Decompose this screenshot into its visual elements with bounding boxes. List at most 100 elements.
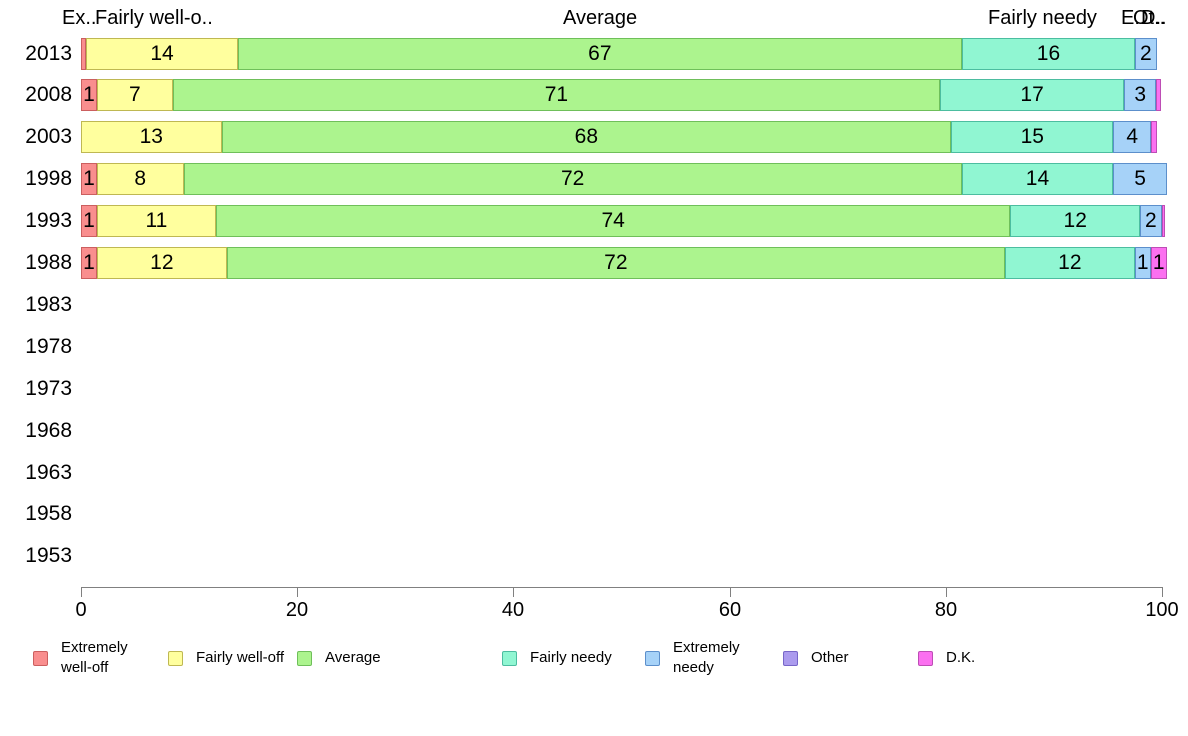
bar-segment[interactable]: 1	[81, 205, 97, 238]
y-axis-year-label: 2008	[25, 83, 72, 107]
series-header-label: E..	[1121, 7, 1146, 29]
legend-label: Fairly well-off	[196, 649, 285, 666]
bar-segment[interactable]: 17	[940, 79, 1124, 112]
bar-segment[interactable]: 4	[1113, 121, 1152, 154]
bar-value-label: 13	[139, 125, 163, 149]
bar-segment[interactable]: 12	[97, 247, 227, 279]
legend-swatch	[783, 650, 798, 666]
legend-item[interactable]: Extremely well-off	[33, 639, 128, 677]
y-axis-year-label: 2013	[25, 41, 72, 65]
x-axis-tick-label: 0	[75, 599, 87, 621]
legend-label: Other	[811, 649, 849, 666]
bar-segment[interactable]	[1156, 79, 1161, 112]
bar-segment[interactable]: 68	[221, 121, 952, 154]
bar-row: 1 12 72 12 1 1	[81, 247, 1167, 279]
y-axis-year-label: 1953	[25, 544, 72, 568]
bar-segment[interactable]: 1	[81, 163, 97, 196]
bar-segment[interactable]	[81, 37, 87, 70]
bar-value-label: 4	[1126, 125, 1139, 149]
bar-segment[interactable]: 15	[951, 121, 1114, 154]
bar-value-label: 2	[1139, 41, 1152, 65]
legend-item[interactable]: Average	[297, 639, 381, 677]
bar-segment[interactable]: 11	[97, 205, 216, 238]
bar-value-label: 12	[1063, 209, 1087, 233]
bar-segment[interactable]	[1161, 205, 1165, 238]
y-axis-year-label: 1978	[25, 334, 72, 358]
bar-value-label: 16	[1036, 41, 1061, 65]
bar-segment[interactable]	[1151, 121, 1157, 154]
bar-segment[interactable]: 1	[1134, 247, 1151, 279]
legend-item[interactable]: Fairly needy	[502, 639, 612, 677]
bar-segment[interactable]: 1	[1150, 247, 1167, 279]
legend-swatch	[645, 650, 660, 666]
bar-value-label: 7	[129, 83, 141, 107]
bar-segment[interactable]: 2	[1134, 37, 1157, 70]
bar-segment[interactable]: 1	[81, 79, 97, 112]
legend-swatch	[33, 650, 48, 666]
bar-segment[interactable]: 13	[81, 121, 222, 154]
y-axis-year-label: 1983	[25, 292, 72, 316]
x-axis-line	[81, 587, 1162, 588]
bar-segment[interactable]: 14	[961, 163, 1114, 196]
y-axis-year-label: 1963	[25, 460, 72, 484]
legend-item[interactable]: D.K.	[918, 639, 975, 677]
y-axis-year-label: 1993	[25, 209, 72, 233]
bar-segment[interactable]: 16	[961, 37, 1135, 70]
bar-value-label: 15	[1020, 125, 1044, 149]
bar-row: 14 67 16 2	[81, 37, 1157, 70]
bar-row: 13 68 15 4	[81, 121, 1157, 154]
x-axis-tick-label: 20	[285, 599, 309, 621]
bar-segment[interactable]: 8	[97, 163, 184, 196]
x-axis-tick	[1162, 587, 1163, 597]
legend-item[interactable]: Extremely needy	[645, 639, 740, 677]
x-axis-tick-label: 40	[501, 599, 525, 621]
bar-value-label: 14	[1025, 167, 1050, 191]
bar-value-label: 1	[1136, 251, 1149, 274]
bar-segment[interactable]: 72	[183, 163, 962, 196]
bar-segment[interactable]: 12	[1004, 247, 1135, 279]
legend-item[interactable]: Other	[783, 639, 849, 677]
legend-label: Extremely well-off	[61, 639, 128, 676]
bar-segment[interactable]: 74	[215, 205, 1011, 238]
bar-segment[interactable]: 2	[1140, 205, 1162, 238]
bar-value-label: 1	[83, 209, 95, 233]
legend-label: Average	[325, 649, 381, 666]
bar-value-label: 12	[1058, 251, 1082, 274]
x-axis-tick-label: 60	[718, 599, 742, 621]
x-axis-tick-label: 80	[934, 599, 958, 621]
bar-value-label: 74	[601, 209, 625, 233]
bar-value-label: 68	[574, 125, 599, 149]
y-axis-year-label: 1998	[25, 167, 72, 191]
y-axis-year-label: 1973	[25, 376, 72, 400]
series-header-label: Average	[563, 7, 638, 29]
x-axis-tick	[81, 587, 82, 597]
bar-row: 1 8 72 14 5	[81, 163, 1168, 196]
series-header-label: Ot..	[1133, 7, 1166, 29]
y-axis-year-label: 1958	[25, 502, 72, 526]
y-axis-year-label: 1968	[25, 418, 72, 442]
y-axis-year-label: 1988	[25, 251, 72, 274]
bar-segment[interactable]: 67	[237, 37, 962, 70]
bar-segment[interactable]: 7	[97, 79, 173, 112]
series-header-label: Fairly well-o..	[95, 7, 213, 29]
bar-value-label: 1	[83, 83, 95, 107]
bar-value-label: 12	[150, 251, 174, 274]
series-header-label: D..	[1141, 7, 1167, 29]
bar-value-label: 1	[83, 167, 95, 191]
bar-segment[interactable]: 71	[172, 79, 941, 112]
bar-segment[interactable]: 14	[86, 37, 238, 70]
bar-segment[interactable]: 72	[226, 247, 1005, 279]
legend-item[interactable]: Fairly well-off	[168, 639, 284, 677]
x-axis-tick	[946, 587, 947, 597]
y-axis-year-label: 2003	[25, 125, 72, 149]
bar-row: 1 7 71 17 3	[81, 79, 1161, 112]
bar-segment[interactable]: 3	[1123, 79, 1157, 112]
bar-segment[interactable]: 5	[1113, 163, 1168, 196]
legend-swatch	[297, 650, 312, 666]
bar-segment[interactable]: 1	[81, 247, 97, 279]
x-axis-tick-label: 100	[1145, 599, 1179, 621]
bar-segment[interactable]: 12	[1010, 205, 1141, 238]
legend-label: D.K.	[946, 649, 976, 666]
series-header-label: Ex..	[62, 7, 97, 29]
